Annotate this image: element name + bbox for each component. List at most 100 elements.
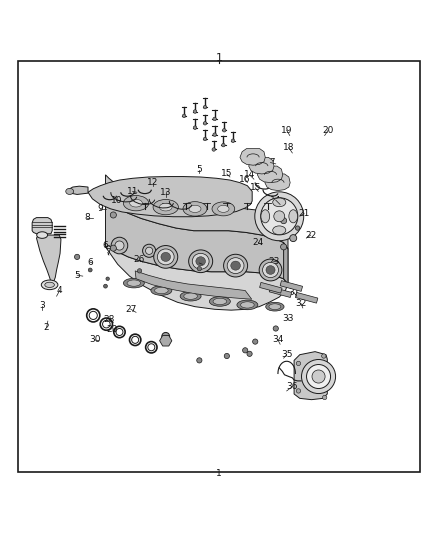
Text: 7: 7 [105, 248, 110, 257]
Ellipse shape [138, 269, 142, 273]
Ellipse shape [203, 122, 207, 125]
Ellipse shape [155, 287, 168, 294]
Ellipse shape [259, 259, 282, 281]
Text: 34: 34 [272, 335, 284, 344]
Ellipse shape [281, 217, 287, 224]
Ellipse shape [301, 359, 336, 393]
Ellipse shape [189, 205, 201, 213]
Polygon shape [68, 186, 88, 195]
Ellipse shape [262, 262, 279, 278]
Polygon shape [240, 149, 265, 165]
Ellipse shape [145, 247, 153, 254]
Ellipse shape [45, 282, 54, 287]
Ellipse shape [66, 188, 74, 195]
Bar [260, 282, 282, 293]
Text: 13: 13 [160, 188, 172, 197]
Text: 4: 4 [57, 286, 63, 295]
Bar [280, 281, 303, 292]
Ellipse shape [266, 302, 284, 311]
Ellipse shape [296, 389, 300, 393]
Ellipse shape [151, 286, 172, 295]
Ellipse shape [103, 284, 107, 288]
Text: 9: 9 [97, 204, 103, 213]
Text: 24: 24 [253, 238, 264, 247]
Text: 27: 27 [125, 305, 137, 314]
Ellipse shape [159, 203, 172, 211]
Ellipse shape [255, 192, 304, 241]
Ellipse shape [322, 395, 327, 400]
Ellipse shape [209, 297, 230, 306]
Ellipse shape [203, 106, 207, 109]
Polygon shape [106, 197, 288, 284]
Ellipse shape [296, 361, 300, 366]
Ellipse shape [203, 138, 207, 141]
Polygon shape [159, 335, 172, 346]
Ellipse shape [237, 300, 258, 310]
Ellipse shape [124, 196, 149, 211]
Ellipse shape [111, 237, 128, 254]
Ellipse shape [193, 126, 197, 130]
Ellipse shape [143, 244, 155, 257]
Bar [269, 287, 292, 297]
Text: 23: 23 [268, 257, 279, 266]
Text: 8: 8 [84, 213, 90, 222]
Text: 6: 6 [87, 257, 93, 266]
Ellipse shape [74, 254, 80, 260]
Ellipse shape [88, 268, 92, 272]
Ellipse shape [183, 201, 207, 216]
Text: 30: 30 [89, 335, 100, 344]
Text: 10: 10 [111, 196, 122, 205]
Ellipse shape [273, 326, 279, 331]
Ellipse shape [247, 351, 252, 357]
Ellipse shape [274, 211, 285, 222]
Text: 16: 16 [240, 175, 251, 184]
Text: 14: 14 [270, 196, 282, 205]
Ellipse shape [222, 143, 225, 147]
Ellipse shape [197, 266, 201, 271]
Text: 17: 17 [265, 158, 276, 167]
Ellipse shape [153, 199, 178, 215]
Ellipse shape [37, 232, 48, 238]
Polygon shape [32, 217, 52, 234]
Text: 15: 15 [221, 169, 233, 179]
Polygon shape [284, 243, 288, 284]
Ellipse shape [182, 114, 186, 118]
Ellipse shape [124, 278, 145, 288]
Ellipse shape [223, 254, 247, 277]
Text: 21: 21 [298, 209, 310, 218]
Text: 18: 18 [283, 143, 295, 152]
Text: 1: 1 [215, 53, 223, 63]
Text: 28: 28 [103, 315, 115, 324]
Ellipse shape [240, 302, 254, 308]
Text: 11: 11 [127, 187, 138, 196]
Text: 22: 22 [305, 231, 316, 239]
Text: 5: 5 [74, 271, 80, 280]
Ellipse shape [227, 257, 244, 273]
Ellipse shape [231, 139, 235, 142]
Ellipse shape [307, 365, 331, 389]
Text: 15: 15 [250, 183, 261, 192]
Text: 20: 20 [322, 126, 334, 135]
Polygon shape [135, 271, 252, 299]
Text: 5: 5 [197, 165, 202, 174]
Ellipse shape [189, 250, 213, 272]
Ellipse shape [281, 244, 287, 250]
Ellipse shape [269, 304, 281, 310]
Polygon shape [106, 246, 288, 310]
Polygon shape [258, 166, 283, 183]
Ellipse shape [161, 252, 170, 261]
Text: 2: 2 [44, 323, 49, 332]
Polygon shape [88, 176, 252, 217]
Ellipse shape [213, 117, 216, 120]
Ellipse shape [192, 253, 209, 269]
Ellipse shape [213, 133, 216, 136]
Text: 33: 33 [282, 313, 294, 322]
Ellipse shape [218, 205, 229, 212]
Polygon shape [106, 175, 288, 249]
Ellipse shape [110, 245, 117, 251]
Text: 12: 12 [147, 178, 158, 187]
Ellipse shape [184, 293, 198, 300]
Text: 31: 31 [288, 288, 300, 297]
Ellipse shape [212, 202, 235, 216]
Text: 1: 1 [216, 470, 222, 479]
